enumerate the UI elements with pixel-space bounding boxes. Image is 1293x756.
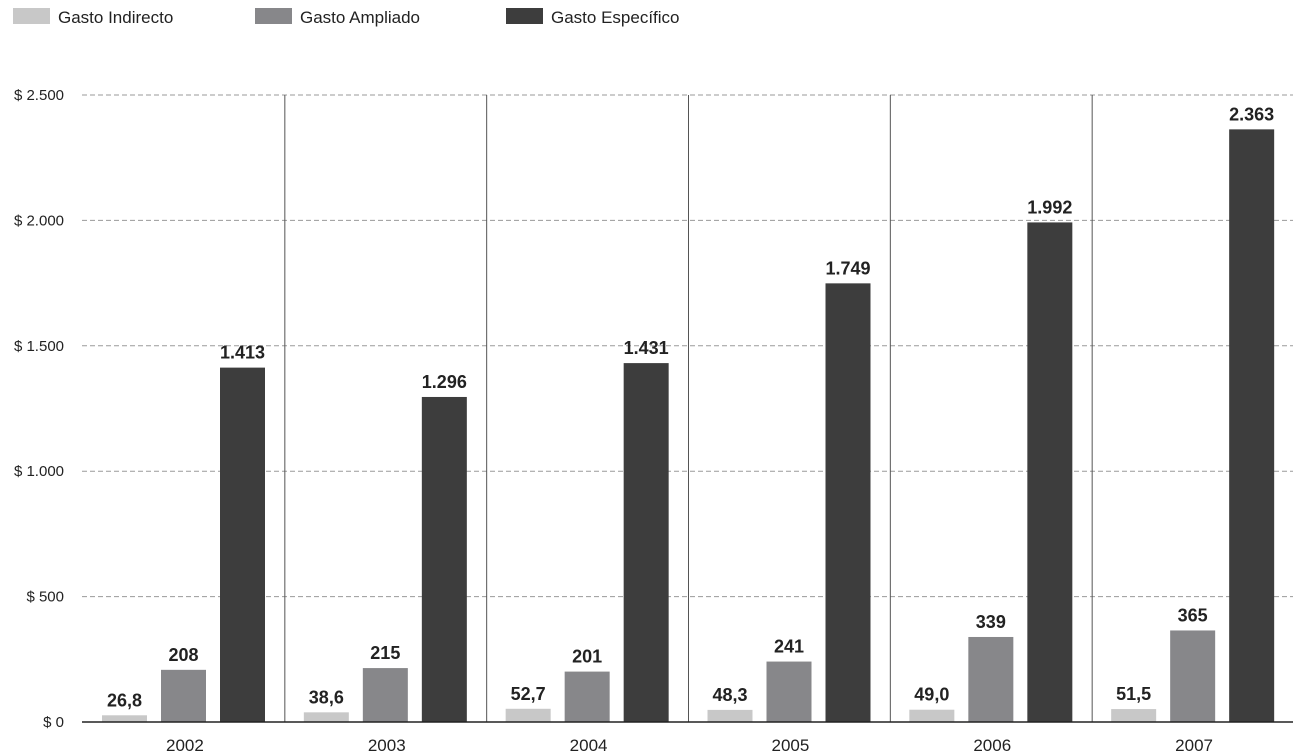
bar-2007-series-1 bbox=[1111, 709, 1157, 722]
bar-2003-series-2 bbox=[362, 668, 408, 722]
y-tick-label-0: $ 0 bbox=[43, 714, 64, 731]
bar-2006-series-3 bbox=[1027, 222, 1073, 722]
value-label-2002-series-1: 26,8 bbox=[107, 690, 142, 710]
bar-2006-series-2 bbox=[968, 636, 1014, 722]
x-tick-label-2003: 2003 bbox=[368, 736, 406, 755]
bar-2005-series-1 bbox=[707, 709, 753, 722]
value-label-2005-series-1: 48,3 bbox=[712, 685, 747, 705]
grid-lines bbox=[82, 94, 1293, 598]
bar-2003-series-1 bbox=[303, 712, 349, 722]
bar-2007-series-2 bbox=[1170, 630, 1216, 722]
value-label-2002-series-2: 208 bbox=[168, 645, 198, 665]
bars bbox=[102, 129, 1275, 722]
bar-2006-series-1 bbox=[909, 709, 955, 722]
bar-2002-series-1 bbox=[102, 715, 147, 722]
value-label-2006-series-3: 1.992 bbox=[1027, 197, 1072, 217]
category-dividers bbox=[284, 95, 1093, 722]
legend-swatch-2 bbox=[255, 8, 292, 24]
y-tick-label-3: $ 1.500 bbox=[14, 338, 64, 355]
bar-2004-series-3 bbox=[623, 363, 669, 722]
bar-2003-series-3 bbox=[421, 396, 467, 722]
value-label-2005-series-3: 1.749 bbox=[825, 258, 870, 278]
y-tick-label-1: $ 500 bbox=[26, 589, 64, 606]
x-tick-label-2007: 2007 bbox=[1175, 736, 1213, 755]
value-label-2002-series-3: 1.413 bbox=[220, 343, 265, 363]
value-label-2004-series-3: 1.431 bbox=[624, 338, 669, 358]
legend: Gasto Indirecto Gasto Ampliado Gasto Espec… bbox=[13, 8, 680, 27]
y-tick-label-2: $ 1.000 bbox=[14, 463, 64, 480]
x-axis: 2002 2003 2004 2005 2006 2007 bbox=[82, 721, 1293, 755]
bar-2005-series-3 bbox=[825, 283, 871, 722]
value-label-2005-series-2: 241 bbox=[774, 637, 804, 657]
value-label-2007-series-3: 2.363 bbox=[1229, 104, 1274, 124]
legend-label-1: Gasto Indirecto bbox=[58, 8, 173, 27]
bar-2004-series-2 bbox=[564, 671, 610, 722]
value-label-2003-series-3: 1.296 bbox=[422, 372, 467, 392]
bar-2005-series-2 bbox=[766, 661, 812, 722]
legend-label-2: Gasto Ampliado bbox=[300, 8, 420, 27]
bar-2002-series-2 bbox=[161, 669, 206, 722]
value-label-2004-series-1: 52,7 bbox=[511, 684, 546, 704]
value-label-2007-series-2: 365 bbox=[1178, 605, 1208, 625]
value-labels: 26,8 208 1.413 38,6 215 1.296 52,7 201 1.431 48,3… bbox=[107, 104, 1274, 710]
bar-2004-series-1 bbox=[505, 708, 551, 722]
value-label-2004-series-2: 201 bbox=[572, 647, 602, 667]
value-label-2006-series-1: 49,0 bbox=[914, 685, 949, 705]
x-tick-label-2006: 2006 bbox=[973, 736, 1011, 755]
value-label-2007-series-1: 51,5 bbox=[1116, 684, 1151, 704]
x-tick-label-2002: 2002 bbox=[166, 736, 204, 755]
value-label-2006-series-2: 339 bbox=[976, 612, 1006, 632]
x-tick-label-2004: 2004 bbox=[570, 736, 608, 755]
value-label-2003-series-2: 215 bbox=[370, 643, 400, 663]
bar-2007-series-3 bbox=[1229, 129, 1275, 722]
legend-label-3: Gasto Específico bbox=[551, 8, 680, 27]
bar-2002-series-3 bbox=[220, 367, 265, 722]
legend-swatch-1 bbox=[13, 8, 50, 24]
y-axis: $ 0 $ 500 $ 1.000 $ 1.500 $ 2.000 $ 2.500 bbox=[14, 87, 64, 731]
legend-swatch-3 bbox=[506, 8, 543, 24]
y-tick-label-4: $ 2.000 bbox=[14, 212, 64, 229]
value-label-2003-series-1: 38,6 bbox=[309, 687, 344, 707]
x-tick-label-2005: 2005 bbox=[772, 736, 810, 755]
y-tick-label-5: $ 2.500 bbox=[14, 87, 64, 104]
